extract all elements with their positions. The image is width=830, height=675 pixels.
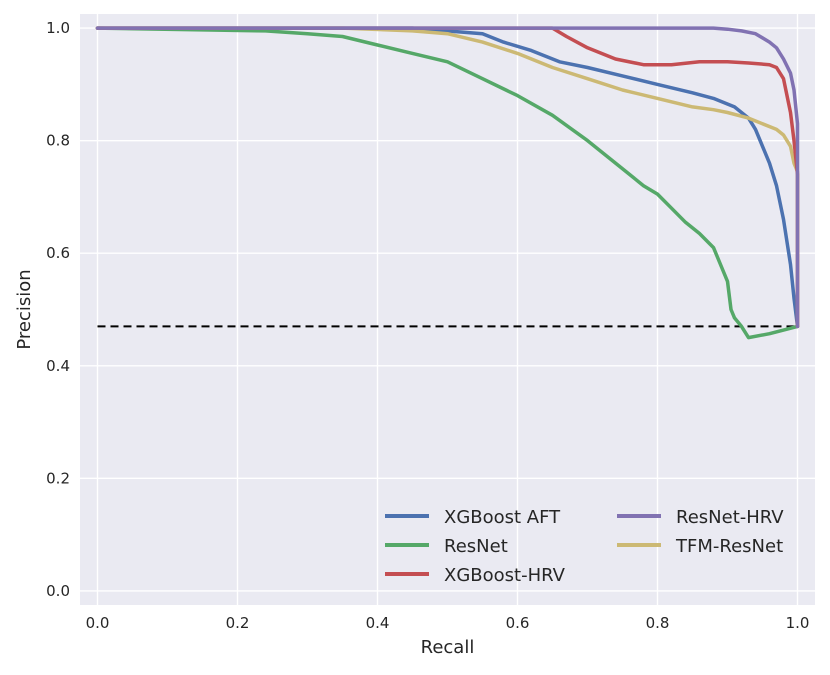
series-line-xgboost-aft — [95, 26, 800, 329]
x-tick-label: 1.0 — [786, 614, 810, 632]
series-line-resnet-hrv — [95, 26, 800, 329]
x-axis-label: Recall — [421, 637, 475, 658]
x-tick-label: 0.4 — [366, 614, 390, 632]
series-line-xgboost-hrv — [95, 26, 800, 329]
y-tick-label: 0.4 — [46, 357, 70, 375]
series-line-tfm-resnet — [95, 26, 800, 329]
y-tick-label: 0.2 — [46, 469, 70, 487]
y-tick-label: 0.6 — [46, 244, 70, 262]
x-tick-label: 0.8 — [646, 614, 670, 632]
y-tick-label: 0.0 — [46, 582, 70, 600]
legend-label: XGBoost-HRV — [444, 565, 566, 586]
y-axis-label: Precision — [14, 269, 35, 349]
y-tick-label: 0.8 — [46, 132, 70, 150]
y-tick-label: 1.0 — [46, 19, 70, 37]
x-tick-label: 0.0 — [86, 614, 110, 632]
gridlines — [80, 14, 815, 605]
x-tick-label: 0.2 — [226, 614, 250, 632]
series-layer — [95, 26, 800, 340]
legend: XGBoost AFT ResNet XGBoost-HRV ResNet-HRV TF… — [385, 507, 784, 586]
legend-label: ResNet — [444, 536, 508, 557]
x-axis-ticks: 0.0 0.2 0.4 0.6 0.8 1.0 — [86, 614, 810, 632]
legend-label: ResNet-HRV — [676, 507, 784, 528]
legend-label: XGBoost AFT — [444, 507, 561, 528]
x-tick-label: 0.6 — [506, 614, 530, 632]
legend-label: TFM-ResNet — [675, 536, 783, 557]
plot-area — [80, 14, 815, 605]
y-axis-ticks: 0.0 0.2 0.4 0.6 0.8 1.0 — [46, 19, 70, 600]
series-line-resnet — [95, 26, 800, 340]
